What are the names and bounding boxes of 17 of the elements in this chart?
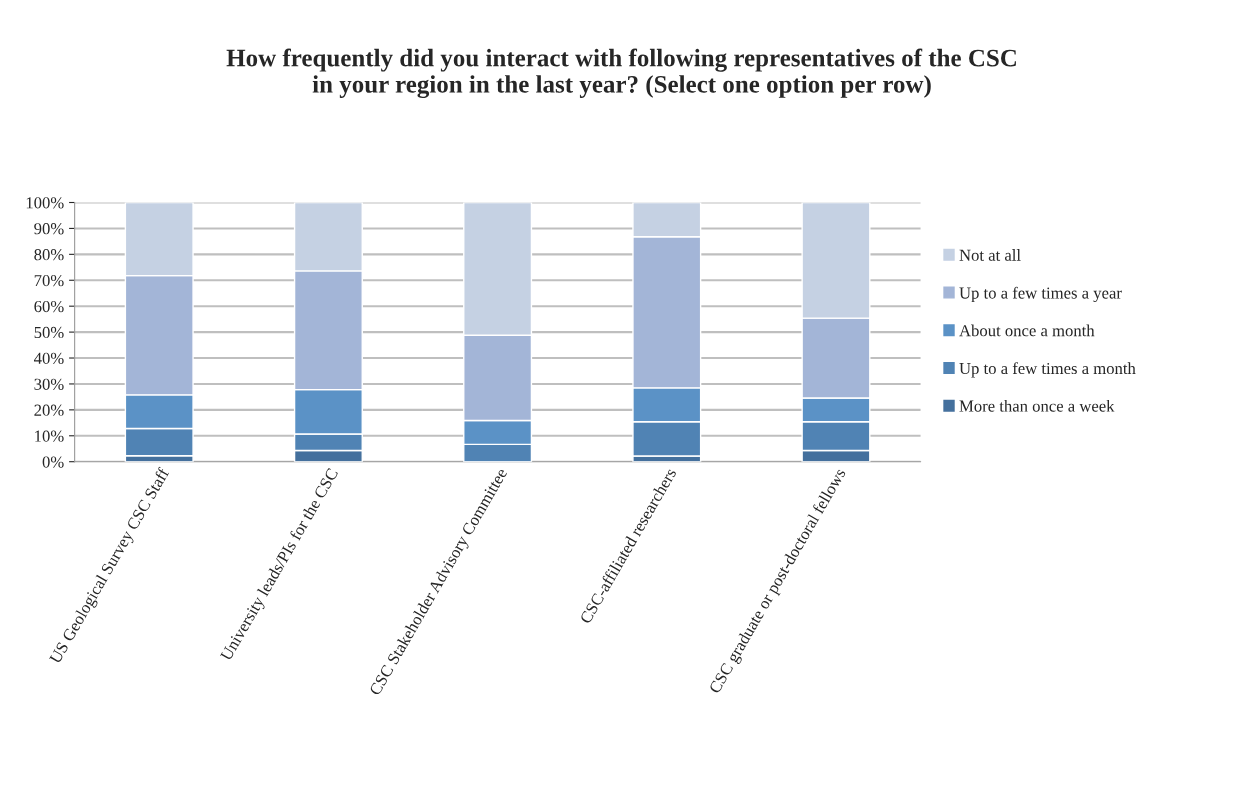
y-tick-label: 50% [34, 326, 64, 339]
y-tick-label: 20% [34, 404, 64, 416]
y-tick-label: 70% [34, 274, 64, 287]
y-tick-label: 40% [34, 352, 64, 365]
legend-label: About once a month [959, 324, 1095, 337]
legend-label: Up to a few times a year [959, 286, 1122, 303]
y-tick-label: 80% [34, 249, 64, 261]
legend-label: Up to a few times a month [959, 362, 1136, 378]
chart-title: How frequently did you interact with following representatives of the CSC in your region in the last year? (Select one option per row) [226, 48, 1016, 99]
legend-label: Not at all [959, 249, 1021, 261]
y-tick-label: 90% [34, 223, 64, 235]
y-tick-label: 100% [26, 197, 64, 209]
y-tick-label: 60% [34, 300, 64, 313]
legend-label: More than once a week [959, 399, 1115, 412]
y-tick-label: 10% [35, 430, 64, 442]
y-tick-label: 0% [42, 456, 64, 468]
y-tick-label: 30% [34, 378, 64, 390]
